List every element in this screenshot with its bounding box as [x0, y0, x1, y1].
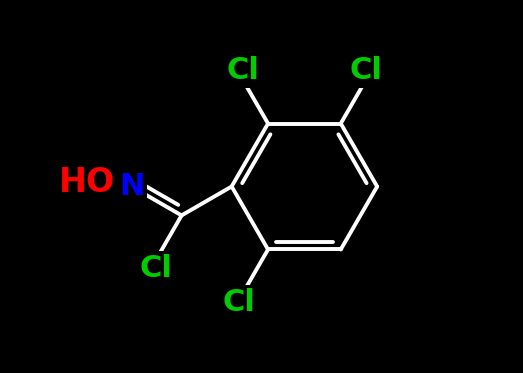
Text: HO: HO	[59, 166, 115, 199]
Text: Cl: Cl	[349, 56, 382, 85]
Text: Cl: Cl	[223, 288, 256, 317]
Text: N: N	[119, 172, 144, 201]
Text: Cl: Cl	[140, 254, 173, 283]
Text: Cl: Cl	[226, 56, 259, 85]
